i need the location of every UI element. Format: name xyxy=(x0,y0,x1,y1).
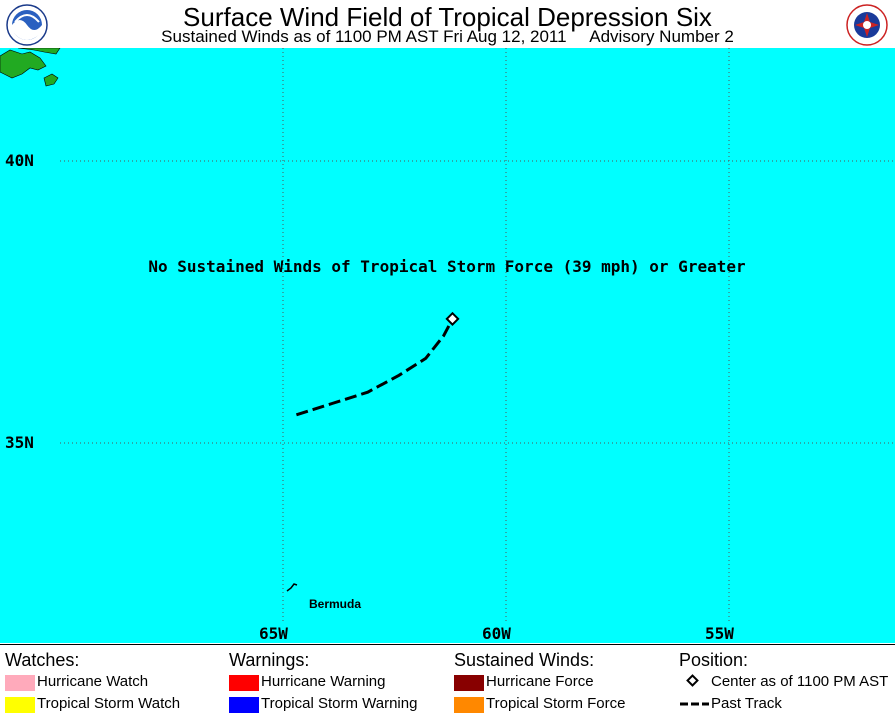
hurricane-force-swatch xyxy=(454,675,484,691)
hurricane-warning-label: Hurricane Warning xyxy=(261,673,386,690)
legend-item: Hurricane Force xyxy=(454,671,594,693)
dashed-line-icon xyxy=(680,702,709,706)
no-ts-winds-notice: No Sustained Winds of Tropical Storm For… xyxy=(148,257,745,276)
legend-item: Center as of 1100 PM AST xyxy=(679,671,888,693)
past-track-label: Past Track xyxy=(711,695,782,712)
storm-center-marker xyxy=(445,311,460,326)
bermuda-label: Bermuda xyxy=(309,597,361,611)
ocean-area xyxy=(0,48,895,643)
legend: Watches: Hurricane Watch Tropical Storm … xyxy=(0,644,895,717)
ts-watch-swatch xyxy=(5,697,35,713)
lat-label-35n: 35N xyxy=(5,433,34,452)
landmass-nova-scotia xyxy=(0,49,47,79)
legend-item: Hurricane Watch xyxy=(5,671,148,693)
legend-watches-heading: Watches: xyxy=(5,650,80,670)
legend-watches: Watches: Hurricane Watch Tropical Storm … xyxy=(5,649,180,715)
advisory-number: Advisory Number 2 xyxy=(589,27,734,46)
legend-winds: Sustained Winds: Hurricane Force Tropica… xyxy=(454,649,625,715)
legend-item: Tropical Storm Warning xyxy=(229,693,417,715)
legend-warnings-heading: Warnings: xyxy=(229,650,310,670)
legend-item: Tropical Storm Watch xyxy=(5,693,180,715)
landmass-north xyxy=(17,48,61,55)
legend-item: Tropical Storm Force xyxy=(454,693,625,715)
ts-warning-swatch xyxy=(229,697,259,713)
ts-watch-label: Tropical Storm Watch xyxy=(37,695,181,712)
header: Surface Wind Field of Tropical Depressio… xyxy=(0,0,895,48)
ts-force-label: Tropical Storm Force xyxy=(486,695,626,712)
nws-logo-icon xyxy=(846,4,888,46)
ts-force-swatch xyxy=(454,697,484,713)
hurricane-watch-label: Hurricane Watch xyxy=(37,673,149,690)
page-subtitle: Sustained Winds as of 1100 PM AST Fri Au… xyxy=(0,28,895,46)
noaa-logo-icon xyxy=(6,4,48,46)
lon-label-55w: 55W xyxy=(705,624,734,643)
advisory-time: Sustained Winds as of 1100 PM AST Fri Au… xyxy=(161,27,567,46)
map-canvas: 40N 35N 65W 60W 55W No Sustained Winds o… xyxy=(0,48,895,643)
landmass-island xyxy=(43,73,59,87)
legend-warnings: Warnings: Hurricane Warning Tropical Sto… xyxy=(229,649,417,715)
lon-label-60w: 60W xyxy=(482,624,511,643)
land-area xyxy=(0,48,61,87)
hurricane-watch-swatch xyxy=(5,675,35,691)
map-panel: 40N 35N 65W 60W 55W No Sustained Winds o… xyxy=(0,48,895,643)
bermuda-island xyxy=(286,583,298,592)
lon-label-65w: 65W xyxy=(259,624,288,643)
legend-position: Position: Center as of 1100 PM AST Past … xyxy=(679,649,888,715)
page-title: Surface Wind Field of Tropical Depressio… xyxy=(183,2,712,32)
hurricane-force-label: Hurricane Force xyxy=(486,673,594,690)
lat-label-40n: 40N xyxy=(5,151,34,170)
diamond-icon xyxy=(686,674,699,687)
legend-winds-heading: Sustained Winds: xyxy=(454,650,595,670)
hurricane-warning-swatch xyxy=(229,675,259,691)
center-position-label: Center as of 1100 PM AST xyxy=(711,673,889,690)
legend-position-heading: Position: xyxy=(679,650,749,670)
legend-item: Hurricane Warning xyxy=(229,671,386,693)
legend-item: Past Track xyxy=(679,693,782,715)
ts-warning-label: Tropical Storm Warning xyxy=(261,695,418,712)
past-track-line xyxy=(295,318,454,417)
